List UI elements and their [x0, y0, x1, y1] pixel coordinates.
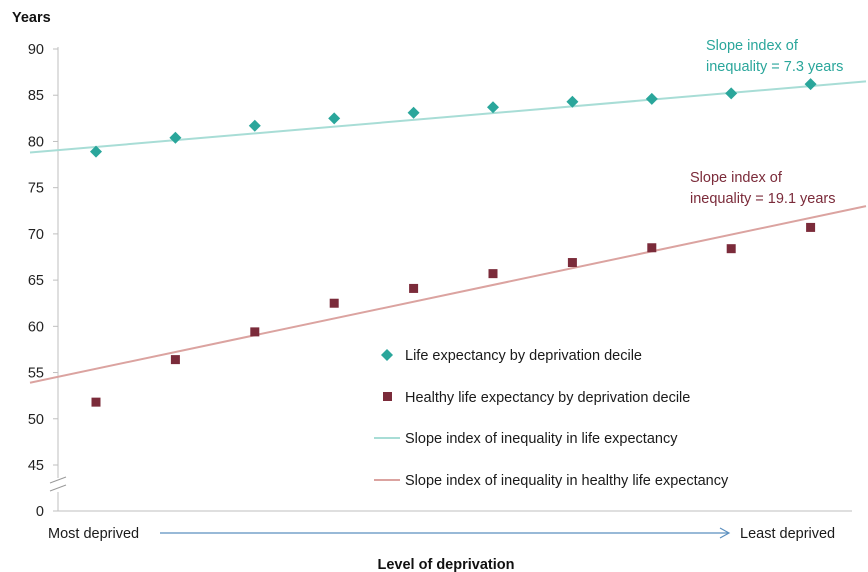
annotation-life-line1: Slope index of [706, 38, 799, 54]
y-tick-label: 65 [28, 273, 44, 289]
data-points [90, 78, 817, 407]
life-expectancy-point [725, 87, 738, 100]
life-expectancy-point [169, 131, 182, 144]
life-expectancy-point [90, 145, 102, 158]
y-tick-label: 70 [28, 227, 44, 243]
healthy-life-expectancy-point [726, 244, 736, 254]
x-direction-arrowhead [719, 527, 731, 539]
trend-line-life-expectancy [29, 80, 867, 154]
y-tick-label: 0 [36, 504, 44, 520]
y-tick-labels: 0 45 50 55 60 65 70 75 80 85 90 [28, 42, 44, 520]
healthy-life-expectancy-point [91, 397, 101, 407]
y-tick-label: 80 [28, 134, 44, 150]
legend-label-life-expectancy: Life expectancy by deprivation decile [405, 348, 642, 364]
y-tick-label: 55 [28, 366, 44, 382]
healthy-life-expectancy-point [250, 327, 260, 337]
y-tick-label: 50 [28, 412, 44, 428]
trend-lines [29, 80, 867, 384]
annotation-life-line2: inequality = 7.3 years [706, 59, 843, 75]
y-tick-label: 45 [28, 458, 44, 474]
legend: Life expectancy by deprivation decile He… [374, 348, 729, 489]
healthy-life-expectancy-point [329, 298, 339, 308]
healthy-life-expectancy-point [806, 222, 816, 232]
life-expectancy-point [804, 78, 817, 91]
y-tick-label: 75 [28, 181, 44, 197]
x-axis-start-label: Most deprived [48, 526, 139, 542]
axis-break-mark [49, 476, 67, 484]
axes [49, 47, 852, 512]
trend-line-healthy-life-expectancy [29, 205, 867, 384]
axis-break-mark [49, 484, 67, 492]
life-expectancy-point [566, 95, 579, 108]
healthy-life-expectancy-point [409, 283, 419, 293]
legend-diamond-marker [381, 349, 393, 361]
healthy-life-expectancy-point [567, 258, 577, 268]
legend-label-healthy-slope: Slope index of inequality in healthy lif… [405, 473, 729, 489]
legend-square-marker [383, 392, 392, 401]
x-axis-label: Level of deprivation [378, 557, 515, 572]
legend-label-life-slope: Slope index of inequality in life expect… [405, 431, 678, 447]
life-expectancy-point [407, 106, 420, 119]
life-expectancy-point [487, 101, 499, 114]
healthy-life-expectancy-point [488, 269, 498, 279]
annotation-healthy-line1: Slope index of [690, 170, 783, 186]
healthy-life-expectancy-point [170, 355, 180, 365]
y-tick-label: 60 [28, 319, 44, 335]
y-axis-label: Years [12, 10, 51, 26]
healthy-life-expectancy-point [647, 243, 657, 253]
y-tick-label: 90 [28, 42, 44, 58]
annotation-healthy-line2: inequality = 19.1 years [690, 191, 836, 207]
life-expectancy-point [645, 92, 658, 105]
legend-label-healthy-life-expectancy: Healthy life expectancy by deprivation d… [405, 390, 690, 406]
y-tick-label: 85 [28, 88, 44, 104]
life-expectancy-point [328, 112, 341, 125]
x-axis-end-label: Least deprived [740, 526, 835, 542]
life-expectancy-point [248, 119, 261, 132]
